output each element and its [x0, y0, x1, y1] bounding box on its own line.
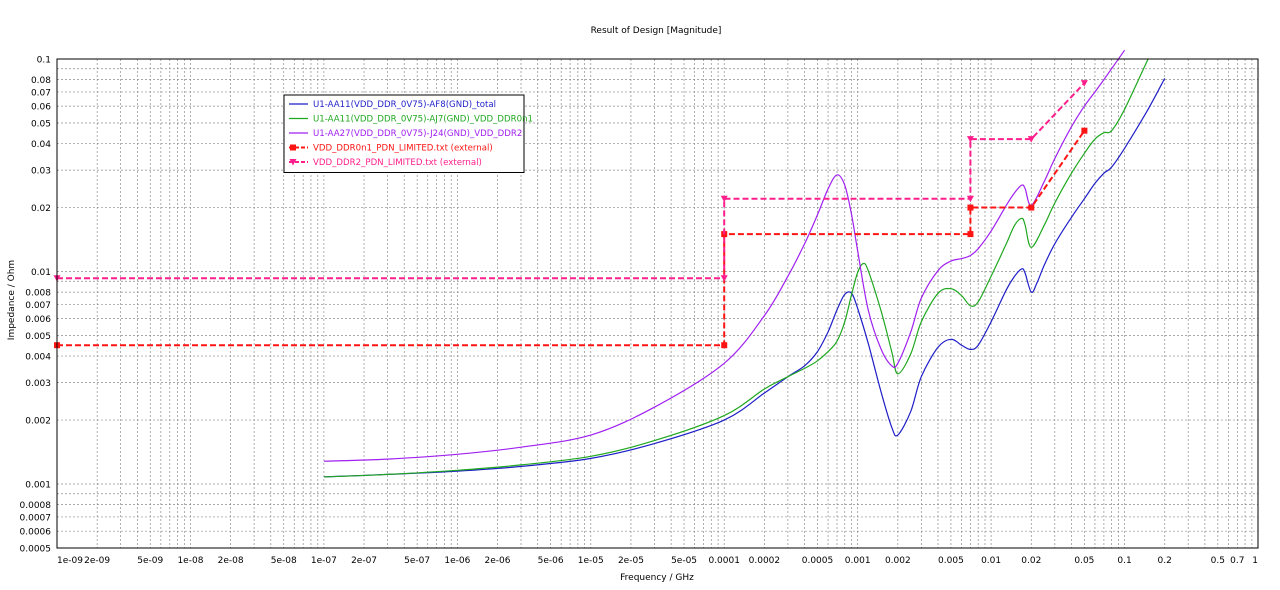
series-3 [323, 49, 1126, 462]
series-point [1080, 80, 1088, 87]
x-tick-label: 0.2 [1158, 556, 1172, 566]
y-axis-label: Impedance / Ohm [7, 260, 17, 340]
y-tick-label: 0.04 [31, 140, 51, 150]
plot-area [57, 59, 1258, 548]
legend-item: U1-AA11(VDD_DDR_0V75)-AF8(GND)_total [289, 100, 496, 110]
x-tick-label: 2e-07 [351, 556, 377, 566]
legend-marker [290, 144, 296, 151]
x-tick-label: 0.1 [1117, 556, 1131, 566]
x-tick-label: 0.0005 [802, 556, 834, 566]
series-layer [53, 49, 1166, 478]
legend-label: VDD_DDR0n1_PDN_LIMITED.txt (external) [313, 144, 493, 154]
legend-item: U1-AA11(VDD_DDR_0V75)-AJ7(GND)_VDD_DDR0n… [289, 115, 533, 125]
y-tick-label: 0.001 [25, 481, 51, 491]
y-tick-label: 0.003 [25, 379, 51, 389]
y-tick-label: 0.005 [25, 332, 51, 342]
series-point [1027, 136, 1035, 143]
y-tick-label: 0.004 [25, 353, 51, 363]
x-tick-label: 5e-07 [404, 556, 430, 566]
legend-item: VDD_DDR0n1_PDN_LIMITED.txt (external) [289, 144, 493, 154]
plot-frame [56, 58, 1259, 549]
x-tick-label: 1e-06 [444, 556, 470, 566]
legend-item: VDD_DDR2_PDN_LIMITED.txt (external) [289, 158, 482, 168]
chart-title: Result of Design [Magnitude] [591, 26, 722, 36]
y-tick-label: 0.0007 [20, 513, 52, 523]
y-tick-label: 0.02 [31, 204, 51, 214]
grid-lines [56, 59, 1258, 549]
x-tick-label: 5e-06 [538, 556, 564, 566]
legend-label: VDD_DDR2_PDN_LIMITED.txt (external) [313, 158, 482, 168]
x-tick-label: 2e-09 [84, 556, 110, 566]
y-tick-label: 0.08 [31, 76, 51, 86]
y-tick-label: 0.008 [25, 289, 51, 299]
y-tick-labels: 0.1 0.08 0.07 0.06 0.05 0.04 0.03 0.02 0.01 0.008… [20, 56, 52, 555]
series-point [966, 195, 974, 203]
series-line [323, 78, 1166, 478]
legend-item: U1-AA27(VDD_DDR_0V75)-J24(GND)_VDD_DDR2 [289, 129, 522, 139]
x-tick-label: 0.005 [938, 556, 964, 566]
series-line [323, 58, 1149, 478]
x-tick-label: 1e-09 [57, 556, 83, 566]
y-tick-label: 0.0006 [20, 528, 52, 538]
x-tick-label: 0.0002 [749, 556, 781, 566]
y-tick-label: 0.002 [25, 417, 51, 427]
x-tick-label: 0.01 [981, 556, 1001, 566]
x-tick-label: 0.02 [1021, 556, 1041, 566]
legend-label: U1-AA11(VDD_DDR_0V75)-AJ7(GND)_VDD_DDR0n… [313, 115, 533, 125]
y-tick-label: 0.03 [31, 167, 51, 177]
y-tick-label: 0.006 [25, 315, 51, 325]
y-tick-label: 0.01 [31, 268, 51, 278]
x-tick-label: 1e-08 [177, 556, 203, 566]
legend: U1-AA11(VDD_DDR_0V75)-AF8(GND)_total U1-A… [283, 94, 533, 173]
legend-box [283, 94, 525, 173]
series-point [721, 342, 728, 349]
x-tick-labels: 1e-09 2e-09 5e-09 1e-08 2e-08 5e-08 1e-07 2e-07… [57, 556, 1258, 566]
series-2 [323, 58, 1149, 478]
x-tick-label: 2e-08 [218, 556, 244, 566]
x-tick-label: 2e-05 [618, 556, 644, 566]
x-tick-label: 2e-06 [485, 556, 511, 566]
x-tick-label: 0.05 [1074, 556, 1094, 566]
y-tick-label: 0.07 [31, 88, 51, 98]
y-tick-label: 0.007 [25, 301, 51, 311]
x-tick-label: 0.0001 [708, 556, 740, 566]
series-point [967, 204, 974, 211]
y-tick-label: 0.0005 [20, 545, 52, 555]
x-tick-label: 0.5 [1211, 556, 1225, 566]
series-point [1028, 204, 1035, 211]
x-tick-label: 1 [1252, 556, 1258, 566]
x-tick-label: 1e-07 [311, 556, 337, 566]
y-tick-label: 0.06 [31, 103, 51, 113]
x-tick-label: 5e-09 [137, 556, 163, 566]
series-point [720, 195, 728, 203]
series-point [1081, 127, 1088, 134]
series-line [323, 49, 1126, 462]
y-tick-label: 0.05 [31, 119, 51, 129]
series-point [967, 231, 974, 238]
series-point [966, 136, 974, 143]
x-tick-label: 0.7 [1230, 556, 1244, 566]
legend-label: U1-AA11(VDD_DDR_0V75)-AF8(GND)_total [313, 100, 496, 110]
x-tick-label: 0.002 [885, 556, 911, 566]
series-point [720, 275, 728, 282]
x-tick-label: 0.001 [845, 556, 871, 566]
legend-label: U1-AA27(VDD_DDR_0V75)-J24(GND)_VDD_DDR2 [313, 129, 522, 139]
x-axis-label: Frequency / GHz [620, 573, 694, 583]
series-1 [323, 78, 1166, 478]
x-tick-label: 5e-05 [671, 556, 697, 566]
x-tick-label: 1e-05 [578, 556, 604, 566]
legend-marker [289, 159, 297, 166]
y-tick-label: 0.0008 [20, 501, 52, 511]
y-tick-label: 0.1 [37, 56, 51, 66]
x-tick-label: 5e-08 [271, 556, 297, 566]
